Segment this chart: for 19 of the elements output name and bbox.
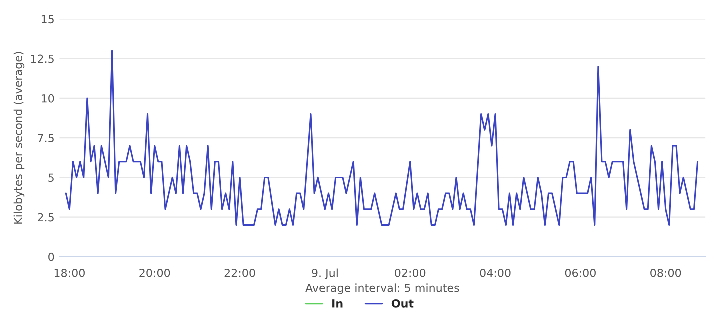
y-axis-title: Kilobytes per second (average) [14,52,25,224]
x-tick-label: 18:00 [54,268,85,278]
x-axis-title: Average interval: 5 minutes [306,284,460,294]
y-tick-label: 10 [42,94,54,103]
y-tick-label: 0 [48,252,54,262]
y-tick-label: 2.5 [38,213,54,222]
y-tick-label: 12.5 [31,54,54,64]
x-tick-label: 02:00 [395,268,426,278]
y-tick-label: 7.5 [38,134,54,142]
x-tick-label: 08:00 [650,268,682,278]
x-tick-label: 9. Jul [312,268,338,280]
x-tick-label: 06:00 [565,268,596,278]
legend-label: Out [392,299,414,308]
x-tick-label: 22:00 [224,268,256,278]
y-tick-label: 15 [42,15,54,24]
legend-label: In [332,300,343,308]
x-tick-label: 04:00 [480,268,511,278]
y-tick-label: 5 [48,174,54,182]
x-tick-label: 20:00 [140,268,170,278]
